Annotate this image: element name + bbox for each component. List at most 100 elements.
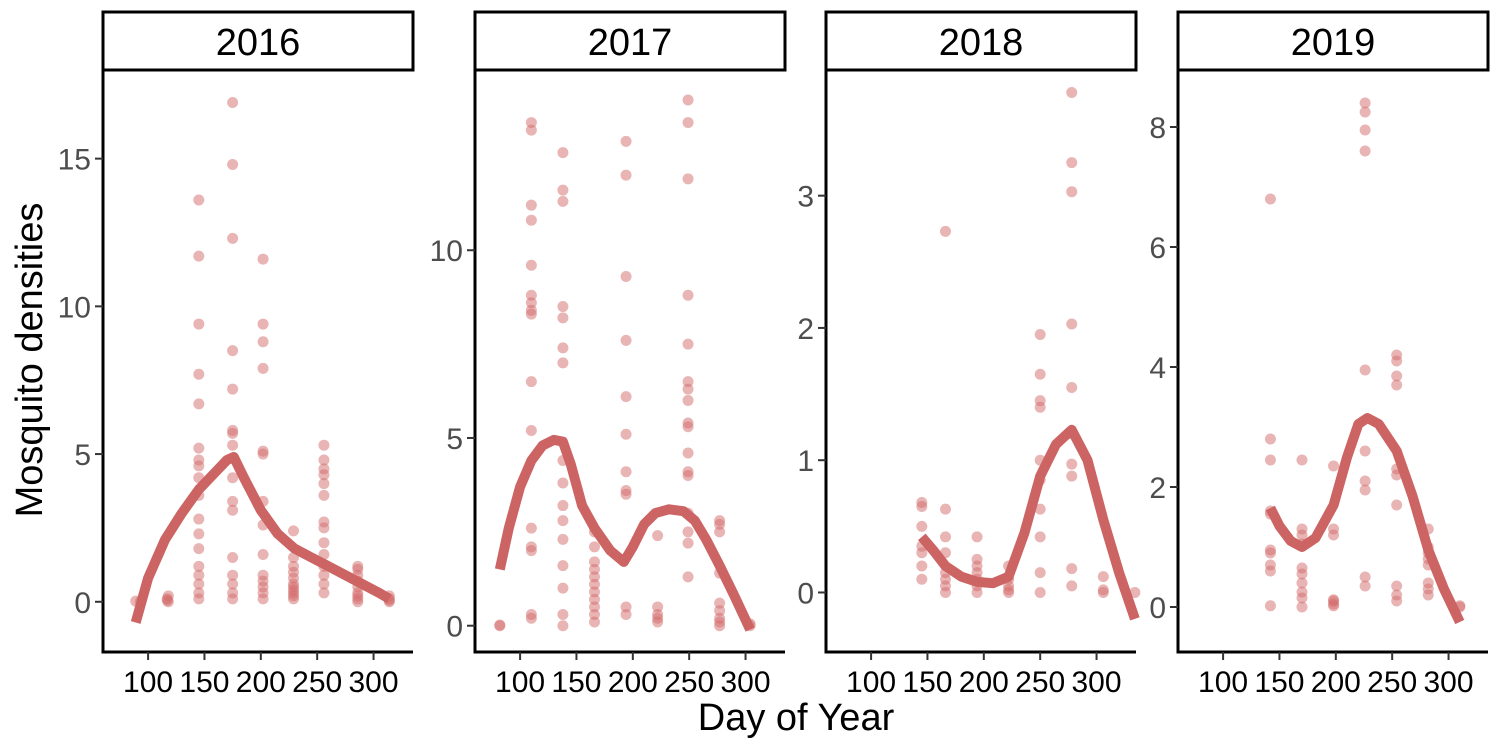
y-tick-label: 0	[1149, 592, 1166, 625]
smooth-trend-line	[918, 424, 1140, 621]
data-point	[193, 398, 205, 410]
x-tick-label: 100	[123, 666, 173, 699]
data-point	[714, 597, 726, 609]
y-tick-label: 2	[797, 313, 814, 346]
data-point	[1296, 523, 1308, 535]
data-point	[227, 159, 239, 171]
point-group	[916, 86, 1141, 598]
data-point	[227, 495, 239, 507]
data-point	[1034, 329, 1046, 341]
data-point	[1034, 531, 1046, 543]
data-point	[557, 184, 569, 196]
x-tick-label: 250	[1367, 666, 1417, 699]
data-point	[193, 454, 205, 466]
y-tick-label: 4	[1149, 352, 1166, 385]
data-point	[193, 543, 205, 555]
data-point	[1391, 379, 1403, 391]
data-point	[682, 289, 694, 301]
data-point	[318, 516, 330, 528]
data-point	[1066, 580, 1078, 592]
x-tick-label: 250	[664, 666, 714, 699]
data-point	[916, 497, 928, 509]
data-point	[193, 560, 205, 572]
data-point	[1264, 544, 1276, 556]
data-point	[227, 424, 239, 436]
data-point	[193, 368, 205, 380]
data-point	[227, 232, 239, 244]
data-point	[318, 587, 330, 599]
data-point	[162, 596, 174, 608]
data-point	[257, 569, 269, 581]
y-axis-title: Mosquito densities	[9, 203, 51, 518]
data-point	[557, 477, 569, 489]
x-tick-label: 300	[349, 666, 399, 699]
data-point	[1097, 571, 1109, 583]
data-point	[227, 569, 239, 581]
data-point	[1296, 562, 1308, 574]
data-point	[1359, 145, 1371, 157]
data-point	[1066, 563, 1078, 575]
x-tick-label: 200	[236, 666, 286, 699]
data-point	[1359, 484, 1371, 496]
data-point	[318, 478, 330, 490]
data-point	[1328, 460, 1340, 472]
data-point	[557, 533, 569, 545]
x-tick-label: 300	[1424, 666, 1474, 699]
data-point	[682, 537, 694, 549]
x-tick-label: 300	[721, 666, 771, 699]
data-point	[193, 528, 205, 540]
y-tick-label: 2	[1149, 472, 1166, 505]
x-axis-title: Day of Year	[698, 697, 895, 739]
data-point	[714, 515, 726, 527]
data-point	[557, 515, 569, 527]
data-point	[193, 578, 205, 590]
data-point	[193, 587, 205, 599]
data-point	[1097, 584, 1109, 596]
data-point	[557, 582, 569, 594]
data-point	[352, 560, 364, 572]
x-tick-label: 150	[551, 666, 601, 699]
data-point	[1391, 349, 1403, 361]
data-point	[1264, 600, 1276, 612]
data-point	[1129, 586, 1141, 598]
x-tick-label: 250	[292, 666, 342, 699]
facet-title: 2017	[588, 22, 673, 64]
data-point	[620, 466, 632, 478]
data-point	[939, 225, 951, 237]
facet-strip	[101, 10, 415, 72]
y-tick-label: 1	[797, 445, 814, 478]
data-point	[1034, 368, 1046, 380]
data-point	[682, 117, 694, 129]
data-point	[1034, 395, 1046, 407]
data-point	[525, 117, 537, 129]
data-point	[1066, 381, 1078, 393]
data-point	[525, 424, 537, 436]
data-point	[318, 439, 330, 451]
facet-strip	[824, 10, 1138, 72]
x-tick-label: 100	[495, 666, 545, 699]
data-point	[1359, 580, 1371, 592]
data-point	[227, 578, 239, 590]
data-point	[227, 345, 239, 357]
data-point	[652, 530, 664, 542]
x-tick-label: 200	[1311, 666, 1361, 699]
y-tick-label: 10	[58, 291, 91, 324]
data-point	[525, 376, 537, 388]
data-point	[525, 608, 537, 620]
data-point	[652, 601, 664, 613]
y-tick-label: 5	[74, 439, 91, 472]
data-point	[318, 454, 330, 466]
data-point	[227, 96, 239, 108]
data-point	[1328, 523, 1340, 535]
y-tick-label: 8	[1149, 112, 1166, 145]
data-point	[916, 520, 928, 532]
data-point	[1264, 559, 1276, 571]
data-point	[193, 442, 205, 454]
data-point	[227, 439, 239, 451]
x-tick-label: 100	[846, 666, 896, 699]
data-point	[525, 259, 537, 271]
data-point	[1359, 97, 1371, 109]
data-point	[494, 619, 506, 631]
data-point	[682, 394, 694, 406]
data-point	[227, 587, 239, 599]
